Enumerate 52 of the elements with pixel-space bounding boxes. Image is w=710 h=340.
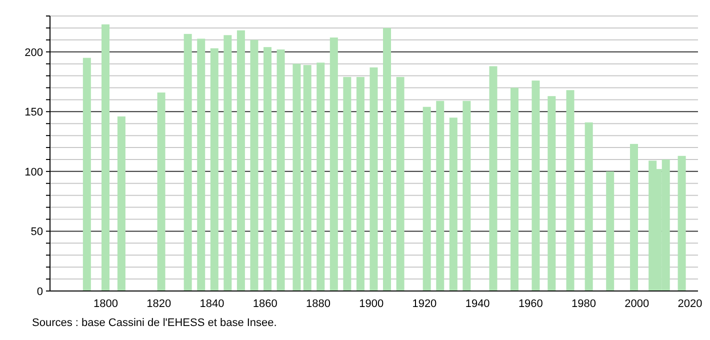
x-tick-label: 1800 — [94, 298, 118, 310]
x-tick-label: 1820 — [146, 298, 172, 310]
bar — [449, 118, 458, 291]
x-tick-label: 1980 — [572, 298, 596, 310]
bar — [276, 49, 285, 291]
bar — [630, 144, 638, 291]
bar — [462, 100, 471, 291]
bar — [157, 92, 166, 291]
x-tick-label: 1920 — [412, 298, 437, 310]
bar — [117, 116, 126, 291]
x-tick-label: 1940 — [465, 298, 490, 310]
bar — [82, 58, 91, 291]
bar — [548, 96, 556, 291]
y-tick-label: 50 — [30, 226, 43, 238]
x-tick-label: 1840 — [200, 298, 224, 310]
bar — [383, 28, 392, 291]
bar — [210, 48, 218, 291]
bar — [316, 62, 325, 291]
y-tick-label: 200 — [24, 46, 43, 59]
bar — [250, 40, 258, 291]
bar — [370, 67, 378, 291]
bar — [184, 34, 192, 291]
x-tick-label: 1900 — [359, 298, 384, 310]
bar — [303, 65, 312, 291]
bar — [330, 38, 338, 291]
bar — [264, 47, 272, 291]
bar — [532, 80, 540, 291]
bar — [566, 90, 574, 291]
bar — [396, 76, 404, 291]
y-tick-label: 150 — [24, 106, 43, 119]
source-note: Sources : base Cassini de l'EHESS et base Insee. — [32, 317, 278, 329]
bar — [510, 88, 518, 291]
bar — [197, 38, 206, 291]
x-tick-label: 2020 — [678, 298, 702, 310]
bar — [102, 24, 110, 291]
bar — [678, 156, 686, 291]
y-tick-label: 100 — [24, 166, 43, 178]
bar — [436, 100, 444, 291]
x-tick-label: 2000 — [624, 298, 650, 310]
y-tick-label: 0 — [36, 286, 43, 298]
bar — [292, 64, 301, 291]
x-tick-label: 1860 — [252, 298, 278, 310]
x-tick-label: 1880 — [306, 298, 330, 310]
bar — [606, 171, 614, 291]
bar — [236, 30, 245, 291]
bar — [343, 76, 352, 291]
bar — [489, 66, 498, 291]
bar — [422, 106, 431, 291]
bar — [356, 76, 364, 291]
bar — [584, 122, 593, 291]
x-tick-label: 1960 — [518, 298, 543, 310]
bar — [224, 35, 232, 291]
